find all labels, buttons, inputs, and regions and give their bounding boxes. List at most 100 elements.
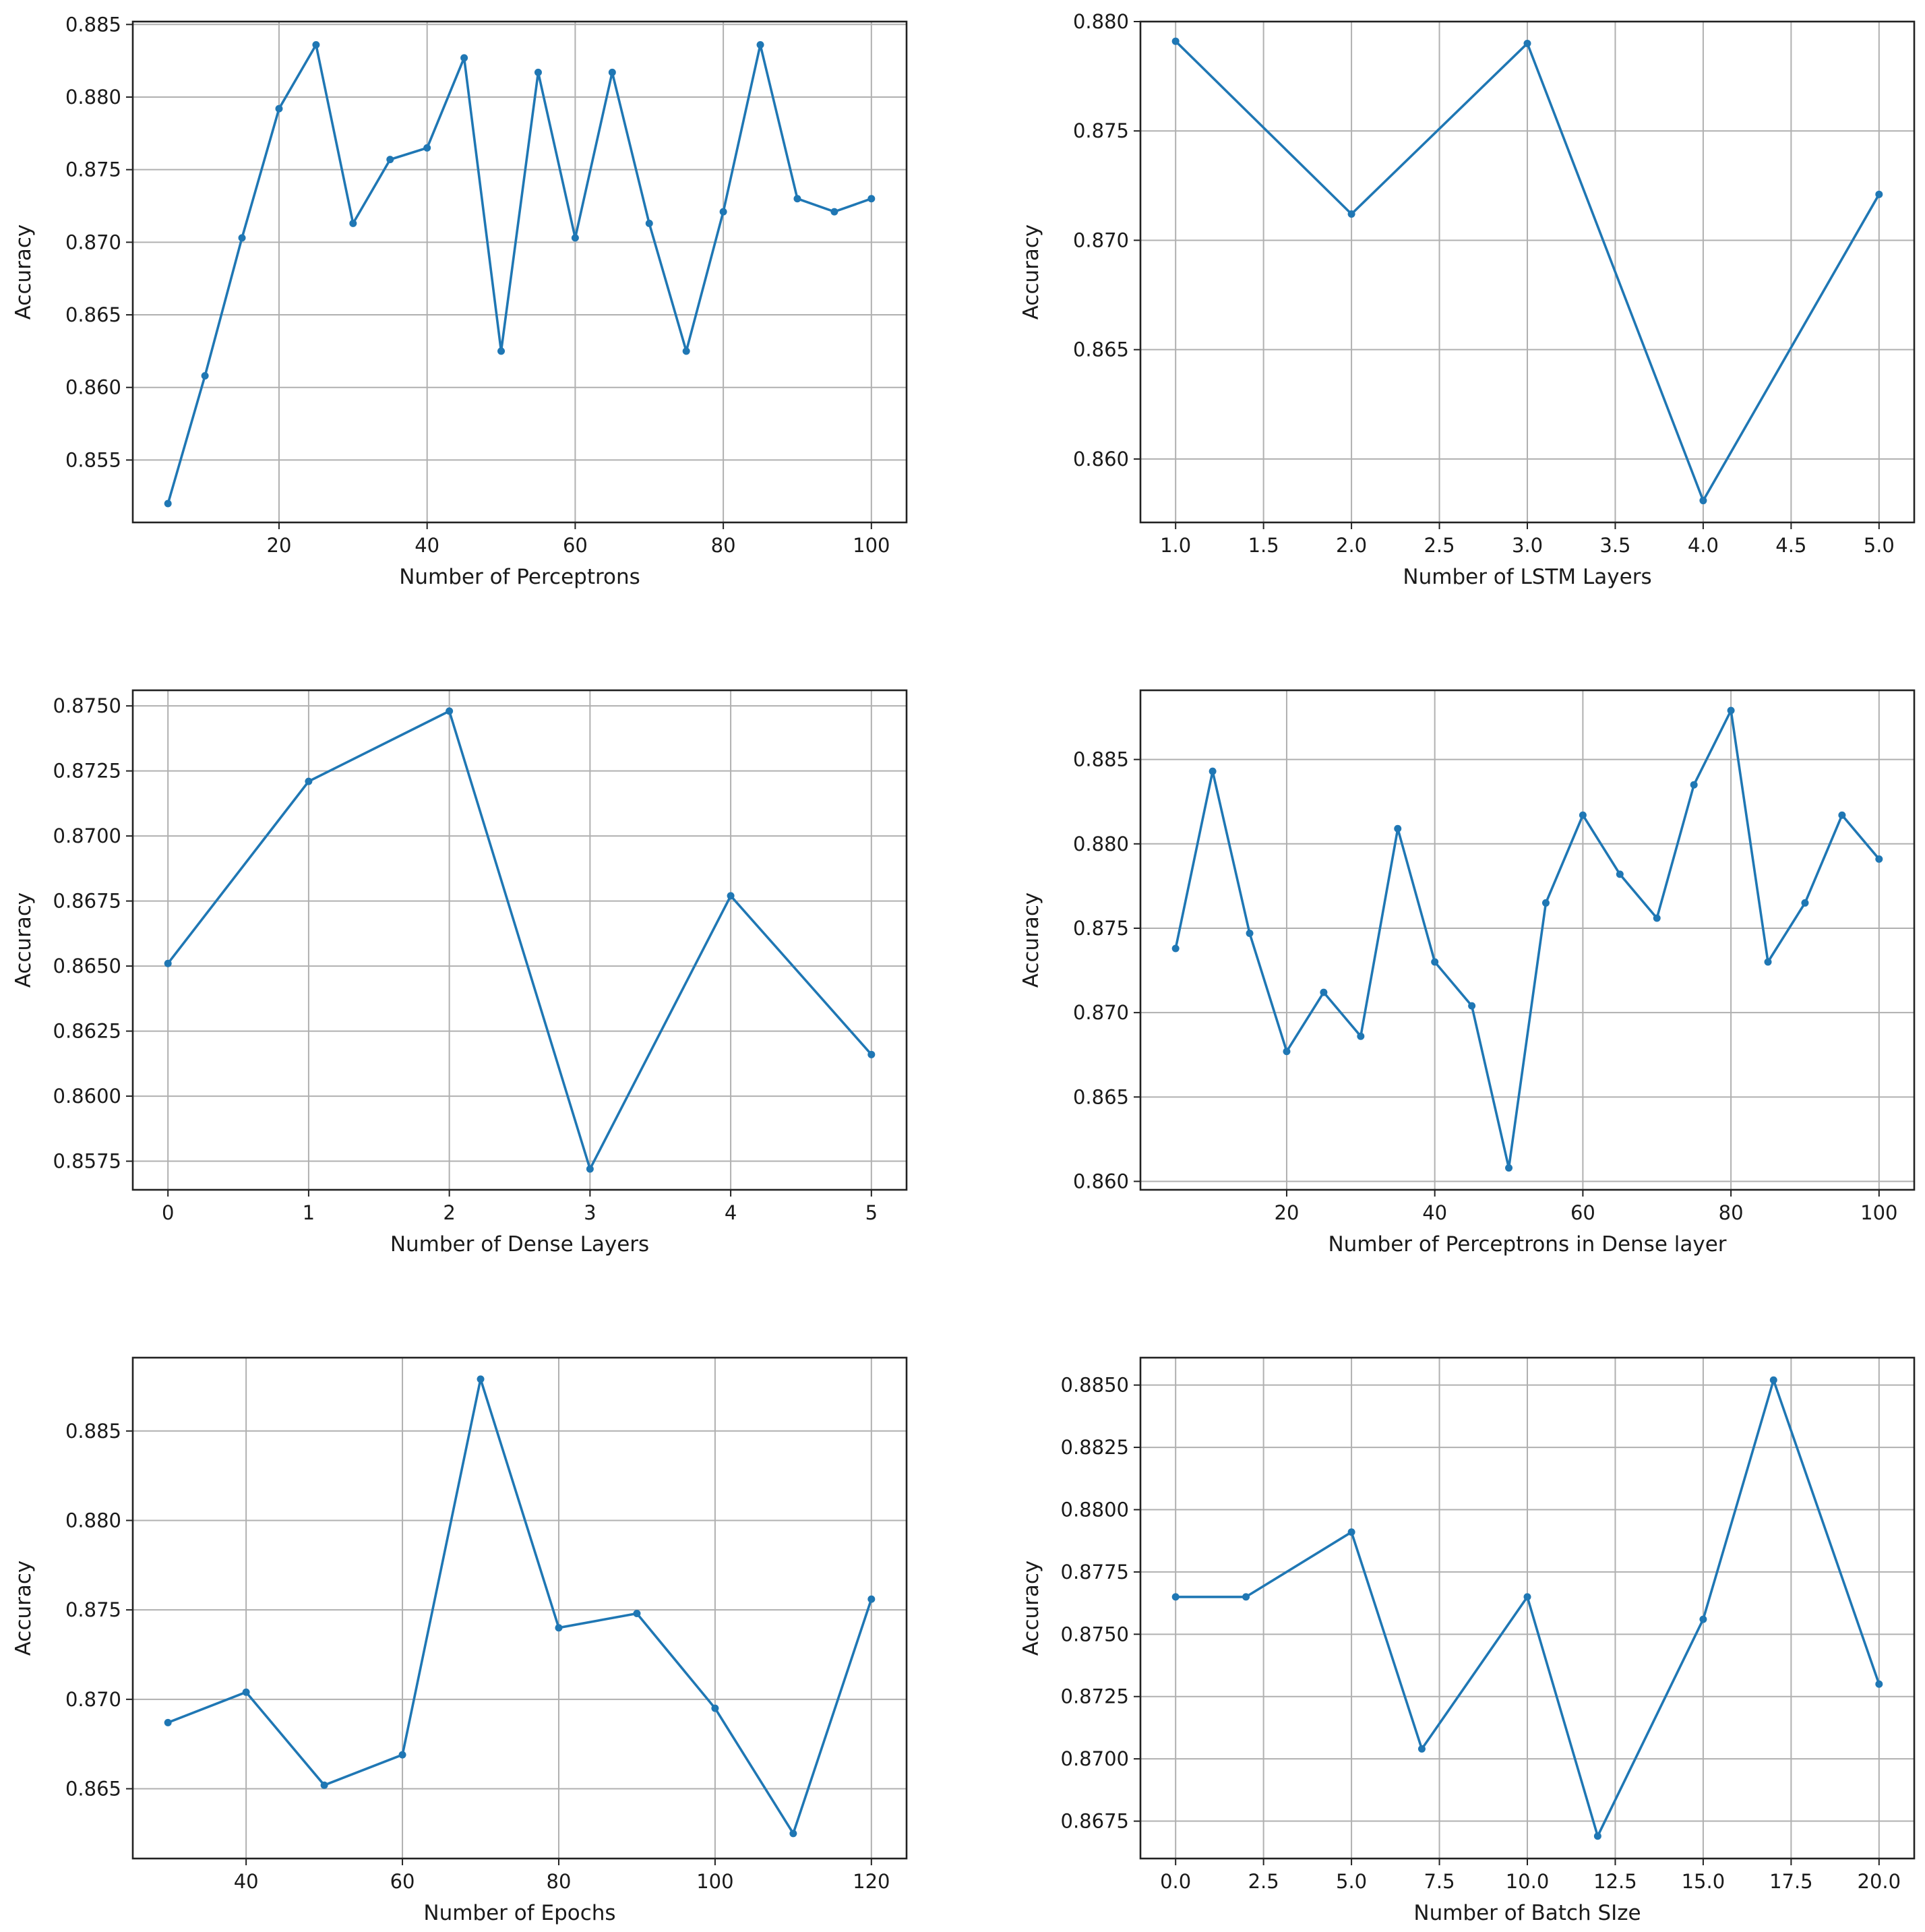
x-tick-label: 0 [162,1201,174,1224]
y-tick-label: 0.8675 [1061,1810,1129,1833]
y-tick-label: 0.860 [65,376,121,399]
x-tick-label: 7.5 [1424,1870,1455,1893]
y-axis-label: Accuracy [1019,1561,1043,1656]
y-tick-label: 0.870 [65,231,121,253]
y-axis-label: Accuracy [11,224,36,320]
data-point [633,1609,641,1617]
series-line [166,43,872,504]
data-point [1347,1528,1355,1536]
axes-frame [131,689,908,1191]
data-point [1541,899,1550,907]
data-point [867,1050,876,1058]
data-point [164,959,172,967]
y-tick-label: 0.880 [65,1509,121,1532]
y-tick-label: 0.8750 [1061,1623,1129,1646]
data-point [1579,811,1587,819]
x-tick-label: 80 [547,1870,572,1893]
x-tick-label: 17.5 [1769,1870,1813,1893]
data-point [867,1595,876,1603]
x-tick-label: 20 [1275,1201,1300,1224]
x-tick-label: 80 [1719,1201,1744,1224]
x-tick-label: 40 [415,534,439,557]
series-line [167,1378,873,1835]
y-tick-label: 0.885 [65,1420,121,1443]
x-tick-label: 100 [696,1870,733,1893]
data-point [793,195,801,203]
axes-frame [1139,689,1916,1191]
data-point [1320,988,1328,996]
y-axis-label: Accuracy [11,1561,36,1656]
y-tick-label: 0.8700 [1061,1747,1129,1770]
y-tick-label: 0.8750 [53,694,121,717]
x-axis-label: Number of Batch SIze [1413,1901,1641,1925]
data-point [1283,1048,1291,1056]
x-tick-label: 60 [563,534,588,557]
x-tick-label: 100 [853,534,890,557]
data-point [1523,1593,1531,1601]
y-tick-label: 0.8650 [53,955,121,977]
data-point [460,54,468,62]
series-line [166,710,873,1170]
data-point [727,892,735,900]
data-point [1801,899,1809,907]
x-tick-label: 2.5 [1424,534,1455,557]
data-point [1209,767,1217,775]
data-point [1875,855,1883,863]
y-tick-label: 0.870 [65,1688,121,1711]
data-point [1875,190,1883,198]
x-axis-label: Number of Perceptrons [399,565,640,589]
data-point [830,208,838,216]
y-tick-label: 0.865 [1073,338,1129,361]
y-tick-label: 0.8850 [1061,1374,1129,1397]
x-tick-label: 40 [1422,1201,1447,1224]
data-point [242,1688,250,1696]
y-tick-label: 0.855 [65,448,121,471]
y-tick-label: 0.865 [65,1778,121,1801]
data-point [711,1704,719,1712]
data-point [477,1375,485,1383]
data-point [320,1781,328,1789]
data-point [1171,1593,1180,1601]
x-tick-label: 60 [390,1870,415,1893]
data-point [349,219,357,227]
data-point [1727,706,1735,715]
y-tick-label: 0.875 [1073,917,1129,940]
axes-frame [131,1356,908,1860]
x-tick-label: 12.5 [1593,1870,1637,1893]
y-tick-label: 0.865 [65,303,121,326]
x-tick-label: 3.5 [1599,534,1630,557]
y-tick-label: 0.870 [1073,1001,1129,1024]
chart-perceptrons: 20 40 60 80 100 0.855 0.860 0.865 0.870 0.875 0.88… [11,13,908,589]
axes-frame [131,20,908,524]
x-tick-label: 4 [725,1201,737,1224]
y-tick-label: 0.8600 [53,1085,121,1108]
data-point [497,347,506,355]
data-point [1171,37,1180,45]
series-line [1174,709,1881,1170]
x-tick-label: 2.5 [1248,1870,1279,1893]
data-point [398,1751,406,1759]
data-point [682,347,690,355]
data-point [1171,944,1180,953]
data-point [534,68,542,76]
data-point [1616,870,1624,878]
chart-perceptrons-dense: 20 40 60 80 100 0.860 0.865 0.870 0.875 0.880 0.88… [1019,689,1916,1257]
x-tick-label: 5.0 [1864,534,1895,557]
x-tick-label: 1.0 [1160,534,1191,557]
y-tick-label: 0.880 [65,86,121,109]
data-point [1653,914,1661,922]
y-tick-label: 0.880 [1073,833,1129,855]
data-point [446,707,454,715]
x-axis-label: Number of Epochs [423,1901,615,1925]
y-tick-label: 0.8725 [1061,1685,1129,1708]
y-tick-label: 0.860 [1073,448,1129,471]
data-point [719,208,727,216]
data-point [1431,958,1439,966]
x-tick-label: 20.0 [1858,1870,1901,1893]
data-point [586,1165,594,1173]
data-point [1838,811,1846,819]
x-tick-label: 2.0 [1336,534,1367,557]
data-point [1875,1680,1883,1688]
y-tick-label: 0.875 [1073,119,1129,142]
